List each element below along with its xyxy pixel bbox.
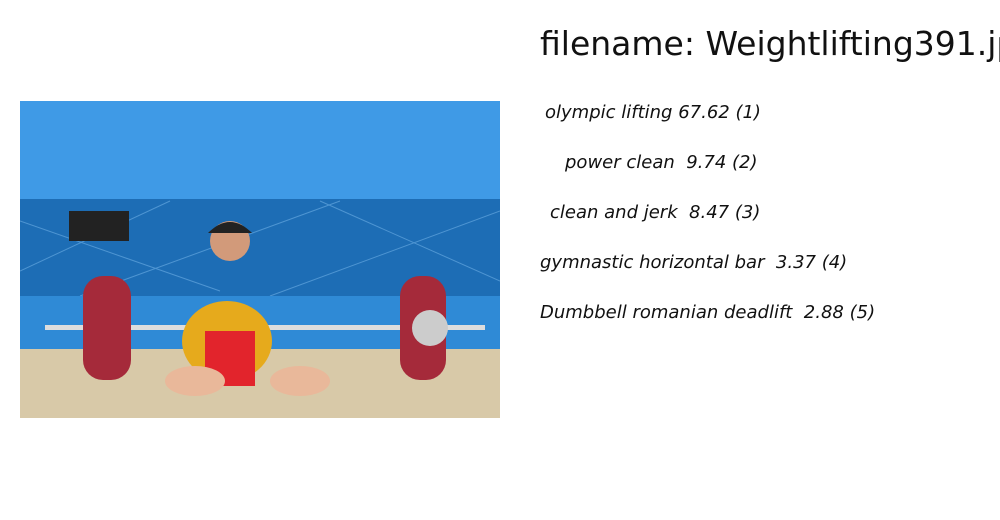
prediction: olympic lifting 67.62 (1) [545,102,761,123]
filename: filename: Weightlifting391.jpg [540,24,1000,63]
prediction: gymnastic horizontal bar 3.37 (4) [540,252,848,273]
prediction: Dumbbell romanian deadlift 2.88 (5) [540,302,876,323]
photo [20,101,500,418]
prediction: power clean 9.74 (2) [565,152,758,173]
prediction: clean and jerk 8.47 (3) [550,202,761,223]
